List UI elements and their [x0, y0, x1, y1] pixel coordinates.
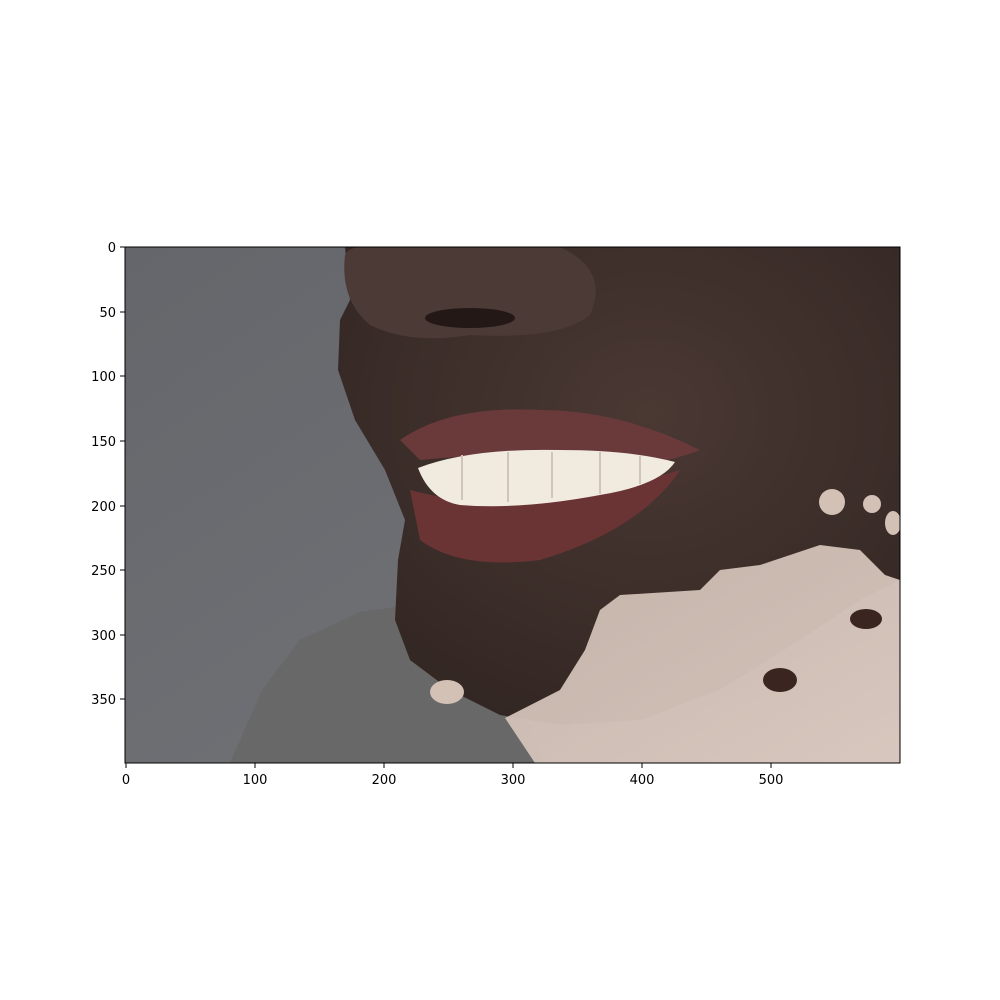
mask-blob	[819, 489, 845, 515]
teeth-gaps	[461, 452, 641, 502]
nose	[344, 247, 596, 339]
x-tick-label: 100	[243, 773, 268, 788]
x-tick-label: 200	[372, 773, 397, 788]
x-tick-label: 300	[501, 773, 526, 788]
x-tick-label: 0	[122, 773, 130, 788]
nostril	[425, 308, 515, 328]
mole	[763, 668, 797, 692]
y-tick-label: 300	[91, 629, 116, 644]
y-tick-label: 100	[91, 370, 116, 385]
mask-overlay	[505, 545, 900, 763]
y-tick-label: 0	[108, 241, 116, 256]
y-tick-label: 250	[91, 564, 116, 579]
y-axis: 0 50 100 150 200 250 300 350	[91, 241, 125, 708]
x-tick-label: 400	[630, 773, 655, 788]
x-tick-label: 500	[759, 773, 784, 788]
shirt	[230, 605, 545, 763]
mask-blob	[863, 495, 881, 513]
mole	[850, 609, 882, 629]
y-tick-label: 200	[91, 500, 116, 515]
teeth	[418, 449, 675, 507]
x-axis: 0 100 200 300 400 500	[122, 763, 784, 788]
y-tick-label: 150	[91, 435, 116, 450]
photo	[125, 247, 900, 763]
lower-lip	[410, 470, 680, 563]
mask-blob	[885, 511, 900, 535]
y-tick-label: 350	[91, 693, 116, 708]
upper-lip	[400, 409, 700, 464]
y-tick-label: 50	[99, 306, 116, 321]
mask-blob	[430, 680, 464, 704]
